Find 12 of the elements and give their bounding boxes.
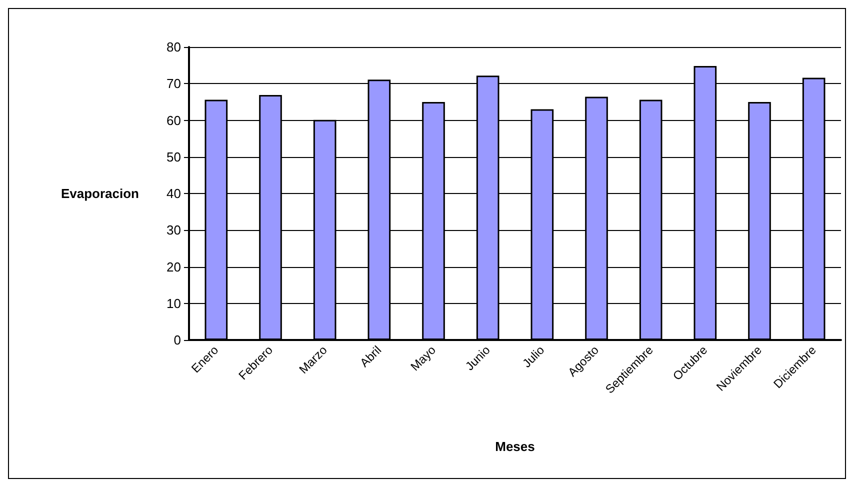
x-tick-label: Julio bbox=[520, 342, 548, 370]
y-axis-title: Evaporacion bbox=[60, 186, 140, 201]
y-tick-label: 70 bbox=[166, 76, 181, 92]
y-tick-label: 50 bbox=[166, 149, 181, 164]
y-tick-label: 60 bbox=[166, 112, 181, 128]
x-axis-title: Meses bbox=[495, 439, 535, 454]
y-tick-label: 10 bbox=[166, 296, 181, 311]
y-tick-label: 40 bbox=[166, 186, 181, 201]
y-tick-label: 30 bbox=[166, 222, 181, 238]
y-tick-label: 80 bbox=[166, 40, 181, 54]
y-tick-label: 0 bbox=[174, 332, 181, 348]
y-tick-label: 20 bbox=[166, 259, 181, 274]
